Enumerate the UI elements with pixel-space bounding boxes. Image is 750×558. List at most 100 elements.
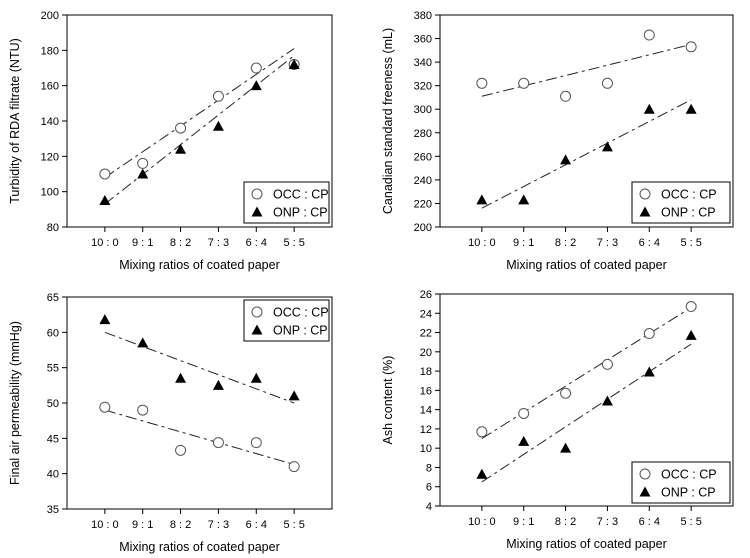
y-tick-label: 35 xyxy=(47,504,59,516)
x-tick-label: 9 : 1 xyxy=(513,237,534,249)
data-point-occ xyxy=(601,77,613,89)
data-point-onp xyxy=(212,379,224,390)
x-tick-label: 9 : 1 xyxy=(132,519,153,531)
y-tick-label: 65 xyxy=(47,292,59,304)
y-tick-label: 280 xyxy=(414,128,432,140)
y-tick-label: 200 xyxy=(414,222,432,234)
chart-panel-1: 80 100 120 140 160 180 200 10 : 0 9 : 1 8 : 2 7 : … xyxy=(8,10,333,272)
legend: OCC : CP ONP : CP xyxy=(631,181,731,224)
legend-triangle-icon xyxy=(251,206,263,217)
legend-triangle-icon xyxy=(639,486,651,497)
legend-label: ONP : CP xyxy=(273,206,328,220)
legend: OCC : CP ONP : CP xyxy=(243,181,330,224)
data-point-onp xyxy=(99,195,111,205)
data-point-onp xyxy=(643,366,655,377)
x-tick-label: 9 : 1 xyxy=(132,237,153,249)
legend-triangle-icon xyxy=(639,206,651,217)
data-point-onp xyxy=(685,329,697,340)
y-tick-label: 55 xyxy=(47,363,59,375)
trend-line-onp xyxy=(104,55,295,205)
x-tick-label: 10 : 0 xyxy=(468,516,496,528)
chart-panel-4: 4 6 8 10 12 14 16 18 20 22 24 26 10 : 0 9 : 1 8 : 2 7 :… xyxy=(381,289,734,551)
data-point-occ xyxy=(643,328,655,340)
y-tick-label: 220 xyxy=(414,198,432,210)
x-tick-label: 6 : 4 xyxy=(639,516,660,528)
plot-frame xyxy=(439,14,734,228)
x-tick-label: 5 : 5 xyxy=(283,519,304,531)
legend-label: ONP : CP xyxy=(661,206,716,220)
y-tick-label: 340 xyxy=(414,57,432,69)
legend-box xyxy=(631,461,731,504)
data-point-onp xyxy=(137,168,149,179)
data-point-onp xyxy=(601,141,613,152)
trend-line-onp xyxy=(481,343,692,483)
y-tick-label: 22 xyxy=(420,328,432,340)
x-axis-label: Mixing ratios of coated paper xyxy=(506,258,667,272)
data-point-occ xyxy=(250,437,262,449)
data-point-onp xyxy=(685,103,697,114)
y-tick-label: 200 xyxy=(41,10,59,22)
y-tick-label: 16 xyxy=(420,385,432,397)
data-point-occ xyxy=(518,407,530,419)
data-point-occ xyxy=(250,62,262,74)
data-point-occ xyxy=(476,77,488,89)
y-axis-label: Canadian standard freeness (mL) xyxy=(381,28,395,214)
legend-circle-icon xyxy=(251,188,263,200)
x-tick-label: 6 : 4 xyxy=(246,519,267,531)
data-point-onp xyxy=(288,58,300,69)
legend-label: ONP : CP xyxy=(661,486,716,500)
y-tick-label: 40 xyxy=(47,469,59,481)
data-point-occ xyxy=(137,157,149,169)
legend-circle-icon xyxy=(639,468,651,480)
data-point-occ xyxy=(137,404,149,416)
data-point-occ xyxy=(685,301,697,313)
y-tick-label: 260 xyxy=(414,151,432,163)
y-tick-label: 120 xyxy=(41,151,59,163)
x-axis-label: Mixing ratios of coated paper xyxy=(119,258,280,272)
data-point-onp xyxy=(175,372,187,383)
data-point-onp xyxy=(518,435,530,446)
data-point-onp xyxy=(288,390,300,401)
x-tick-label: 7 : 3 xyxy=(208,237,229,249)
x-tick-label: 10 : 0 xyxy=(91,237,119,249)
y-axis-label: Final air permeability (mmHg) xyxy=(8,321,22,485)
x-tick-label: 7 : 3 xyxy=(208,519,229,531)
y-tick-label: 160 xyxy=(41,81,59,93)
data-point-occ xyxy=(643,29,655,41)
data-point-onp xyxy=(518,194,530,205)
y-axis-label: Ash content (%) xyxy=(381,356,395,445)
legend: OCC : CP ONP : CP xyxy=(631,461,731,504)
trend-line-onp xyxy=(481,99,692,209)
y-tick-label: 320 xyxy=(414,81,432,93)
x-tick-label: 8 : 2 xyxy=(555,516,576,528)
data-point-onp xyxy=(476,468,488,479)
trend-line-occ xyxy=(104,48,295,178)
trend-line-occ xyxy=(481,43,692,97)
plot-frame xyxy=(439,293,734,507)
data-point-occ xyxy=(288,461,300,473)
trend-line-occ xyxy=(104,409,295,465)
data-point-onp xyxy=(560,154,572,165)
data-point-onp xyxy=(601,395,613,406)
x-axis-label: Mixing ratios of coated paper xyxy=(119,540,280,554)
y-tick-label: 80 xyxy=(47,222,59,234)
y-tick-label: 20 xyxy=(420,347,432,359)
data-point-occ xyxy=(99,401,111,413)
y-tick-label: 26 xyxy=(420,289,432,301)
data-point-onp xyxy=(643,103,655,114)
data-point-occ xyxy=(99,168,111,180)
data-point-occ xyxy=(476,426,488,438)
y-tick-label: 45 xyxy=(47,433,59,445)
trend-line-occ xyxy=(481,307,692,439)
x-tick-label: 6 : 4 xyxy=(639,237,660,249)
y-tick-label: 18 xyxy=(420,366,432,378)
y-tick-label: 4 xyxy=(426,501,432,513)
y-tick-label: 10 xyxy=(420,443,432,455)
x-tick-label: 10 : 0 xyxy=(468,237,496,249)
chart-panel-2: 200 220 240 260 280 300 320 340 360 380 10 : 0 9 : … xyxy=(381,10,734,272)
legend-label: OCC : CP xyxy=(661,468,717,482)
x-tick-label: 7 : 3 xyxy=(597,516,618,528)
x-tick-label: 8 : 2 xyxy=(170,237,191,249)
data-point-occ xyxy=(685,41,697,53)
